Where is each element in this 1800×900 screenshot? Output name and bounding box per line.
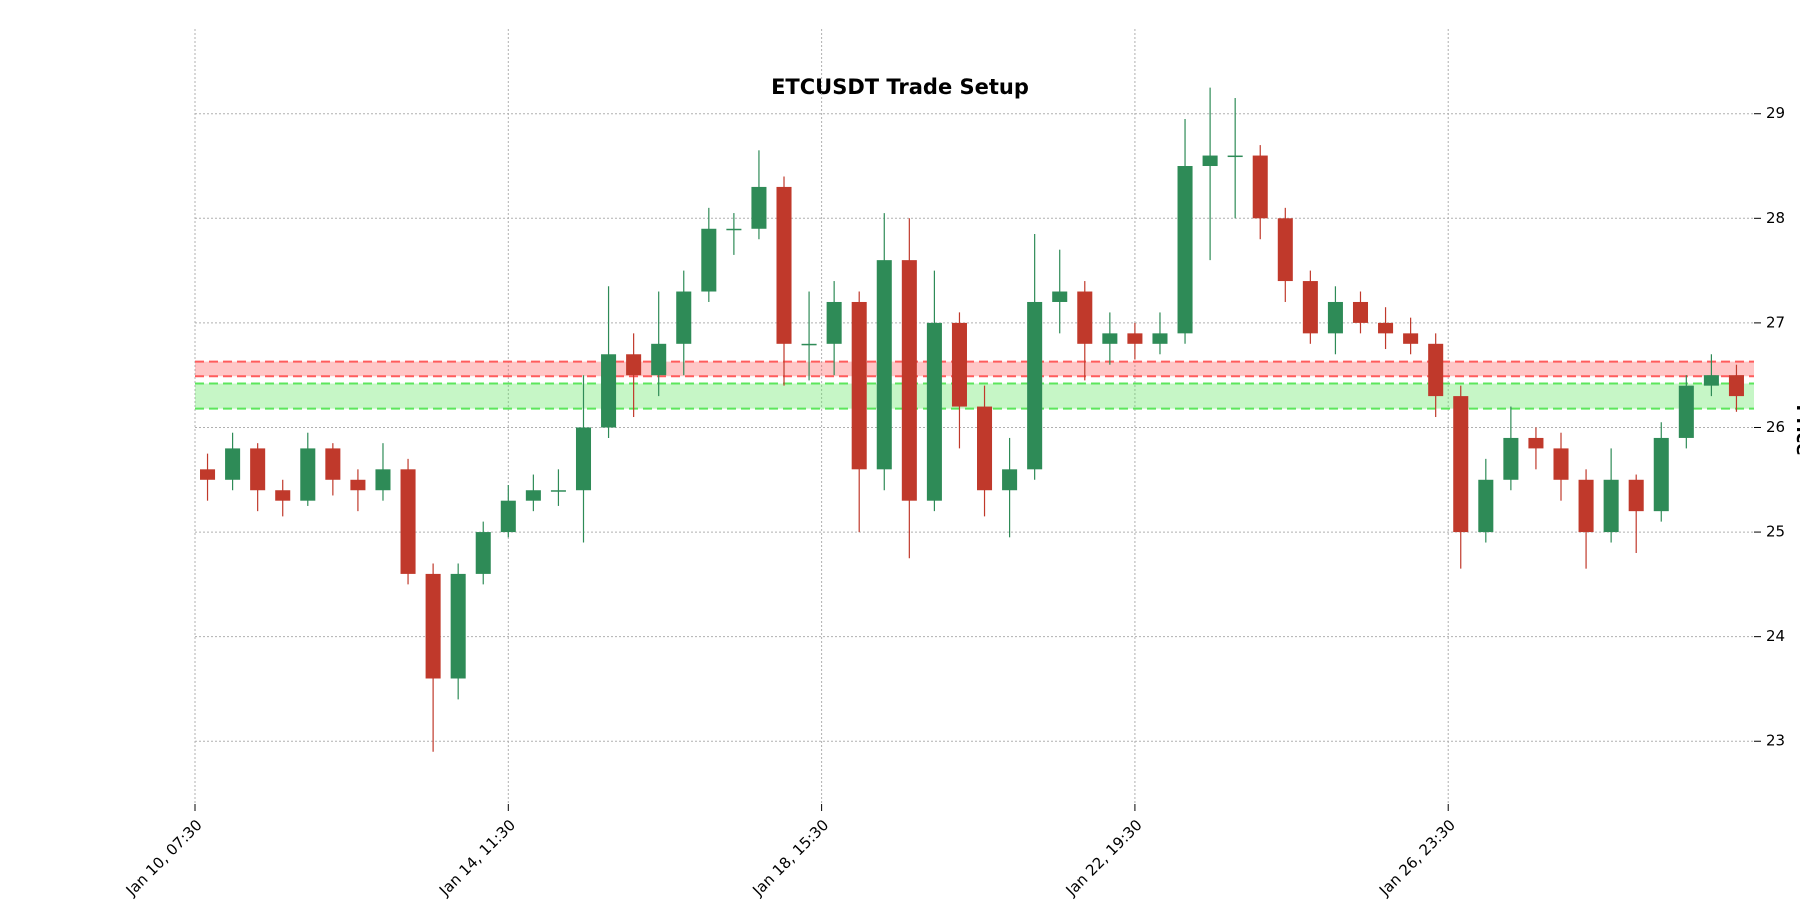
candle-body bbox=[475, 532, 491, 574]
y-tick-label: 29 bbox=[1766, 104, 1785, 122]
y-tick-label: 27 bbox=[1766, 313, 1785, 331]
candle-body bbox=[1127, 333, 1143, 344]
candle-body bbox=[1528, 437, 1544, 449]
candle-body bbox=[1578, 479, 1594, 533]
y-tick-label: 25 bbox=[1766, 523, 1785, 541]
candle-body bbox=[651, 343, 667, 376]
candle-body bbox=[601, 354, 617, 428]
candle-body bbox=[200, 469, 216, 480]
candle-body bbox=[500, 500, 516, 533]
candle-body bbox=[300, 448, 316, 501]
candle-body bbox=[1653, 437, 1669, 512]
candle-body bbox=[425, 573, 441, 679]
zone bbox=[195, 361, 1754, 377]
x-tick-label: Jan 14, 11:30 bbox=[435, 816, 519, 900]
candle-body bbox=[1302, 281, 1318, 334]
candle-body bbox=[1102, 333, 1118, 344]
x-tick-label: Jan 26, 23:30 bbox=[1375, 816, 1459, 900]
candle-body bbox=[550, 490, 566, 492]
candle-body bbox=[1628, 479, 1644, 512]
candle-body bbox=[901, 260, 917, 501]
candle-body bbox=[275, 490, 291, 501]
candle-body bbox=[1678, 385, 1694, 438]
candle-body bbox=[951, 322, 967, 407]
candle-body bbox=[1378, 322, 1394, 334]
candle-body bbox=[1553, 448, 1569, 480]
candle-body bbox=[1453, 396, 1469, 533]
candle-body bbox=[676, 291, 692, 344]
candle-body bbox=[1177, 166, 1193, 334]
candle-body bbox=[1503, 437, 1519, 480]
candle-body bbox=[400, 469, 416, 574]
candle-body bbox=[325, 448, 341, 480]
candle-body bbox=[1277, 218, 1293, 282]
candle-body bbox=[1052, 291, 1068, 302]
candle-body bbox=[626, 354, 642, 376]
candle-body bbox=[1077, 291, 1093, 344]
candle-body bbox=[525, 490, 541, 501]
candle-body bbox=[801, 343, 817, 346]
candle-body bbox=[851, 301, 867, 470]
candle-body bbox=[250, 448, 266, 491]
x-tick-label: Jan 10, 07:30 bbox=[122, 816, 206, 900]
candle-body bbox=[726, 228, 742, 231]
candle-body bbox=[1352, 301, 1369, 323]
candle-body bbox=[1252, 155, 1268, 219]
candle-body bbox=[826, 301, 842, 344]
candle-body bbox=[575, 427, 592, 491]
candle-body bbox=[1152, 333, 1168, 344]
y-tick-label: 23 bbox=[1766, 732, 1785, 750]
candle-body bbox=[701, 228, 717, 292]
candle-body bbox=[375, 469, 391, 491]
chart-title: ETCUSDT Trade Setup bbox=[771, 75, 1029, 99]
candle-body bbox=[350, 479, 366, 491]
candle-body bbox=[1478, 479, 1494, 533]
candle-body bbox=[450, 573, 466, 679]
y-tick-label: 24 bbox=[1766, 627, 1785, 645]
candle-body bbox=[1703, 375, 1719, 386]
candle-body bbox=[926, 322, 942, 501]
x-tick-label: Jan 18, 15:30 bbox=[748, 816, 832, 900]
candle-body bbox=[1027, 301, 1043, 470]
zone bbox=[195, 383, 1754, 409]
candle-body bbox=[1403, 333, 1419, 344]
candle-body bbox=[1002, 469, 1018, 491]
y-tick-label: 26 bbox=[1766, 418, 1785, 436]
candle-body bbox=[1227, 155, 1243, 158]
candle-body bbox=[1603, 479, 1619, 533]
candle-body bbox=[751, 186, 767, 229]
candle-body bbox=[876, 260, 892, 470]
candle-body bbox=[225, 448, 241, 480]
x-tick-label: Jan 22, 19:30 bbox=[1062, 816, 1146, 900]
candle-body bbox=[1728, 375, 1744, 397]
y-tick-label: 28 bbox=[1766, 209, 1785, 227]
candle-body bbox=[977, 406, 993, 491]
candle-body bbox=[776, 186, 792, 344]
candle-body bbox=[1202, 155, 1218, 167]
candle-body bbox=[1327, 301, 1343, 334]
candle-body bbox=[1428, 343, 1444, 397]
y-axis-label: Price bbox=[1792, 404, 1800, 455]
